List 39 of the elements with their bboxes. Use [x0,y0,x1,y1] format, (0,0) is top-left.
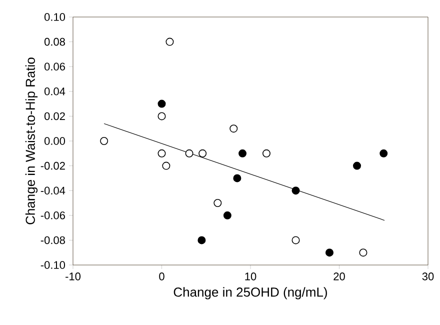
y-tick-label: 0.00 [44,137,66,145]
point [158,149,166,158]
x-tick-label: 10 [245,272,256,280]
x-tick-label: -10 [66,272,81,280]
y-tick-label: 0.08 [44,38,65,46]
point [292,186,300,195]
point [230,124,238,133]
point [158,100,166,108]
y-tick-label: -0.08 [40,236,65,244]
point [359,248,368,257]
point [198,236,206,244]
point [292,236,300,244]
y-tick-label: -0.02 [40,162,65,170]
x-tick-label: 20 [334,272,345,280]
point [198,149,207,158]
point [262,149,270,158]
point [185,149,194,158]
y-tick-label: -0.10 [40,261,66,269]
y-tick-label: 0.04 [44,88,66,96]
y-tick-label: 0.06 [44,62,65,70]
point [100,137,108,145]
y-tick-label: 0.02 [44,112,65,120]
point [162,162,170,170]
point [166,38,174,46]
point [233,174,242,182]
y-axis-title: Change in Waist-to-Hip Ratio [25,58,38,224]
y-tick-label: -0.04 [40,186,66,194]
x-tick-label: 30 [422,272,434,280]
x-axis-title: Change in 25OHD (ng/mL) [174,287,327,300]
point [238,149,247,158]
point [223,211,232,220]
point [214,199,222,207]
point [380,149,388,158]
y-tick-label: -0.06 [40,212,65,220]
point [325,248,334,257]
x-tick-label: 0 [159,272,164,280]
y-tick-label: 0.10 [44,13,66,21]
point [158,112,166,120]
point [353,162,361,170]
